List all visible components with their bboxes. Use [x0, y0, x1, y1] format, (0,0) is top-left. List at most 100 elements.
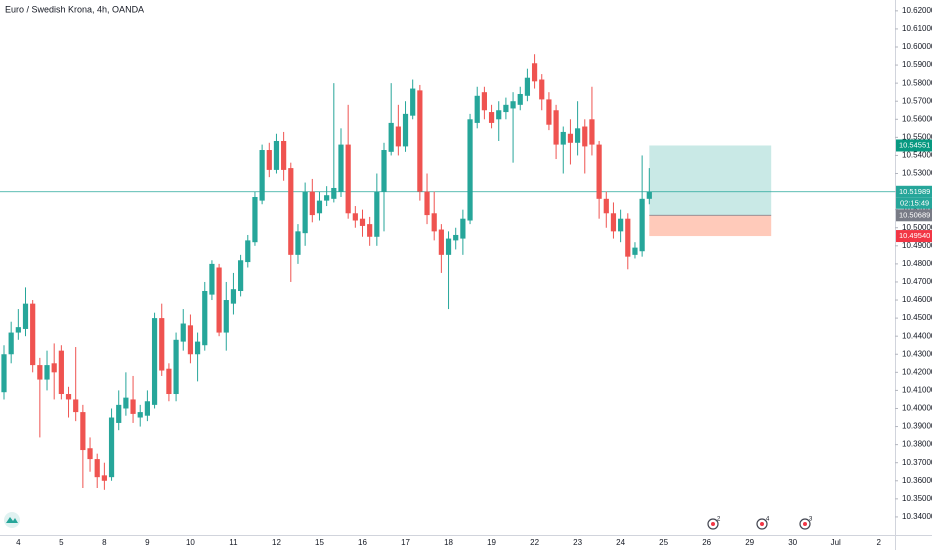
x-tick-label: 15: [315, 538, 324, 547]
x-tick-label: 24: [616, 538, 625, 547]
candle-body: [553, 110, 559, 145]
event-marker: 4: [756, 517, 770, 530]
candle-body: [352, 213, 358, 221]
candle-body: [589, 119, 595, 145]
candle-body: [202, 290, 208, 346]
candle-body: [1, 354, 7, 393]
profit-zone: [649, 145, 772, 216]
y-tick-label: 10.43000: [902, 349, 932, 358]
candle-body: [460, 218, 466, 239]
x-tick-label: 16: [358, 538, 367, 547]
y-tick-label: 10.39000: [902, 422, 932, 431]
candle-body: [467, 119, 473, 221]
event-count: 4: [766, 517, 770, 523]
candle-body: [438, 229, 444, 255]
candle-body: [173, 339, 179, 395]
candle-body: [646, 191, 652, 199]
event-dot: [711, 522, 715, 526]
candle-body: [417, 90, 423, 192]
candle-body: [194, 341, 201, 355]
x-tick-label: 4: [16, 538, 21, 547]
candle-body: [159, 318, 165, 371]
y-tick-label: 10.40000: [902, 404, 932, 413]
candle-body: [517, 93, 523, 105]
y-tick-label: 10.37000: [902, 458, 932, 467]
candle-body: [338, 144, 344, 192]
candle-body: [359, 218, 366, 226]
x-tick-label: 17: [401, 538, 410, 547]
candle-body: [395, 126, 401, 147]
y-tick-label: 10.46000: [902, 295, 932, 304]
last-price-tag-bg: [896, 185, 932, 198]
candle-body: [187, 325, 194, 355]
y-tick-label: 10.53000: [902, 169, 932, 178]
y-tick-label: 10.60000: [902, 42, 932, 51]
candle-body: [30, 303, 36, 366]
candle-body: [381, 150, 387, 192]
x-tick-label: 18: [444, 538, 453, 547]
candle-body: [166, 368, 172, 395]
candle-body: [496, 110, 502, 120]
candle-body: [108, 417, 115, 478]
y-tick-label: 10.41000: [902, 386, 932, 395]
y-tick-label: 10.59000: [902, 60, 932, 69]
y-tick-label: 10.56000: [902, 114, 932, 123]
y-tick-label: 10.42000: [902, 367, 932, 376]
candle-body: [610, 213, 617, 232]
stop-price-tag-bg: [896, 230, 932, 243]
y-tick-label: 10.36000: [902, 476, 932, 485]
event-count: 2: [717, 517, 721, 523]
candle-body: [481, 92, 487, 111]
x-tick-label: 29: [745, 538, 754, 547]
candle-body: [273, 140, 280, 170]
candle-body: [445, 238, 452, 255]
y-tick-label: 10.51000: [902, 205, 932, 214]
candle-body: [116, 404, 122, 423]
candle-body: [424, 191, 430, 216]
x-tick-label: 9: [145, 538, 150, 547]
candle-body: [223, 300, 229, 333]
y-tick-label: 10.38000: [902, 440, 932, 449]
candle-body: [582, 126, 588, 147]
candle-body: [546, 99, 552, 125]
y-tick-label: 10.34000: [902, 512, 932, 521]
entry-price-tag: 10.50689: [899, 210, 930, 219]
candle-body: [510, 101, 516, 109]
candle-body: [230, 289, 237, 304]
candle-body: [345, 144, 351, 214]
candle-body: [295, 231, 301, 255]
y-tick-label: 10.47000: [902, 277, 932, 286]
candle-body: [575, 128, 581, 143]
candle-body: [374, 191, 380, 237]
countdown: 02:15:49: [900, 198, 929, 207]
candle-body: [209, 263, 215, 295]
event-marker: 2: [707, 517, 721, 530]
logo: [4, 512, 20, 528]
candle-body: [302, 191, 308, 234]
last-price-tag: 10.51989: [899, 187, 930, 196]
candle-body: [151, 318, 158, 405]
candle-body: [266, 150, 272, 170]
candle-body: [245, 240, 251, 263]
x-tick-label: 2: [877, 538, 882, 547]
candle-body: [288, 168, 294, 255]
candle-body: [431, 213, 437, 232]
candle-body: [596, 144, 602, 199]
candle-body: [80, 412, 86, 451]
candle-body: [503, 104, 509, 113]
y-tick-label: 10.54000: [902, 151, 932, 160]
candle-body: [524, 77, 531, 96]
candle-body: [539, 79, 545, 100]
candle-body: [252, 197, 258, 243]
candle-body: [101, 475, 107, 481]
candle-body: [410, 88, 416, 116]
y-tick-label: 10.48000: [902, 259, 932, 268]
event-dot: [760, 522, 764, 526]
x-tick-label: 26: [702, 538, 711, 547]
x-tick-label: 22: [530, 538, 539, 547]
y-tick-label: 10.35000: [902, 494, 932, 503]
y-tick-label: 10.50000: [902, 223, 932, 232]
target-price-tag-bg: [896, 139, 932, 152]
